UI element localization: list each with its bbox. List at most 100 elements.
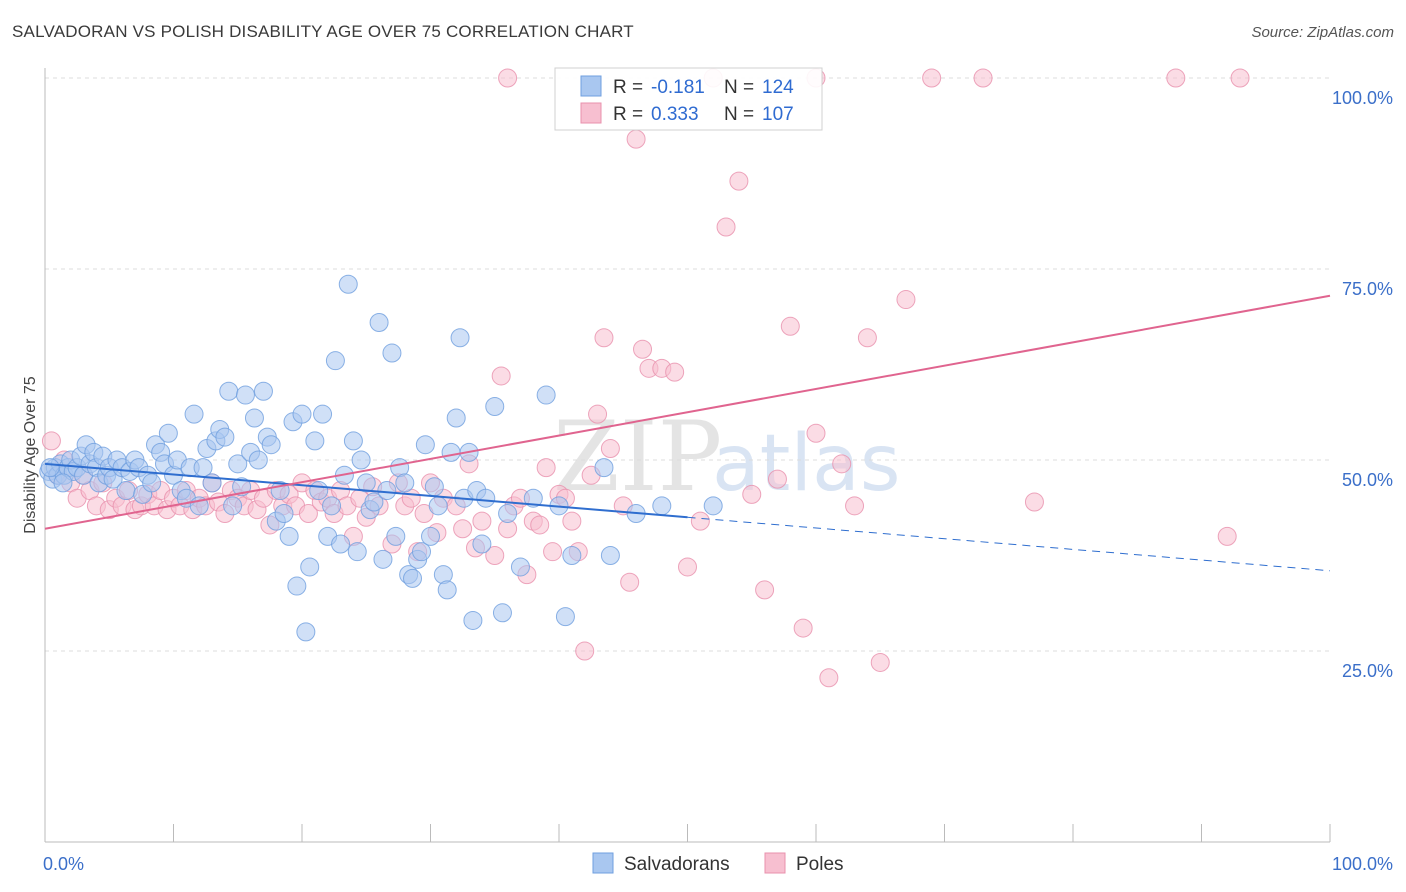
salvadorans-point bbox=[351, 450, 371, 470]
poles-point bbox=[600, 439, 620, 459]
poles-point bbox=[767, 469, 787, 489]
salvadorans-point bbox=[228, 454, 248, 474]
poles-point bbox=[780, 316, 800, 336]
salvadorans-point bbox=[223, 496, 243, 516]
poles-point bbox=[1230, 68, 1250, 88]
salvadorans-point bbox=[244, 408, 264, 428]
axes: 0.0% 100.0% bbox=[43, 68, 1393, 874]
x-tick-label: 100.0% bbox=[1332, 854, 1393, 874]
stat-n-value: 107 bbox=[762, 104, 794, 125]
poles-point bbox=[485, 546, 505, 565]
source-credit: Source: ZipAtlas.com bbox=[1251, 24, 1394, 41]
poles-point bbox=[973, 68, 993, 88]
y-tick-label: 25.0% bbox=[1342, 661, 1393, 681]
salvadorans-point bbox=[53, 473, 73, 493]
poles-point bbox=[530, 515, 550, 535]
poles-point bbox=[870, 652, 890, 672]
stat-r-value: 0.333 bbox=[651, 104, 699, 125]
stat-r-value: -0.181 bbox=[651, 77, 705, 98]
gridlines: 25.0% 50.0% 75.0% 100.0% bbox=[45, 77, 1393, 681]
poles-point bbox=[1166, 68, 1186, 88]
stat-r-label: R = bbox=[613, 77, 643, 98]
salvadorans-trend-line bbox=[44, 462, 688, 519]
poles-point bbox=[665, 362, 685, 382]
salvadorans-point bbox=[395, 473, 415, 493]
poles-point bbox=[729, 171, 749, 191]
salvadorans-legend-label: Salvadorans bbox=[624, 854, 730, 875]
poles-trend-line bbox=[44, 294, 1331, 530]
poles-point bbox=[690, 511, 710, 531]
salvadorans-point bbox=[235, 385, 255, 405]
salvadorans-point bbox=[600, 546, 620, 565]
poles-point bbox=[491, 366, 511, 386]
salvadorans-point bbox=[356, 473, 376, 493]
salvadorans-point bbox=[142, 473, 162, 493]
salvadorans-point bbox=[377, 481, 397, 501]
watermark-zip: ZIP bbox=[553, 401, 722, 513]
y-tick-label: 50.0% bbox=[1342, 470, 1393, 490]
poles-point bbox=[588, 404, 608, 424]
stat-n-label: N = bbox=[724, 77, 754, 98]
stats-legend: R = -0.181 N = 124 R = 0.333 N = 107 bbox=[554, 67, 823, 131]
poles-point bbox=[896, 290, 916, 310]
salvadorans-point bbox=[369, 312, 389, 332]
salvadorans-point bbox=[437, 580, 457, 600]
salvadorans-point bbox=[555, 607, 575, 627]
salvadorans-point bbox=[158, 423, 178, 443]
x-tick-label: 0.0% bbox=[43, 854, 84, 874]
chart-title: SALVADORAN VS POLISH DISABILITY AGE OVER… bbox=[12, 22, 634, 41]
poles-point bbox=[1024, 492, 1044, 512]
poles-point bbox=[575, 641, 595, 661]
salvadorans-point bbox=[116, 481, 136, 501]
salvadorans-point bbox=[523, 488, 543, 508]
salvadorans-point bbox=[424, 477, 444, 497]
poles-point bbox=[543, 542, 563, 562]
salvadorans-point bbox=[441, 442, 461, 462]
poles-point bbox=[857, 328, 877, 348]
poles-point bbox=[755, 580, 775, 600]
salvadorans-point bbox=[331, 534, 351, 554]
salvadorans-point bbox=[421, 526, 440, 546]
salvadorans-point bbox=[215, 427, 235, 447]
poles-point bbox=[472, 511, 492, 531]
poles-point bbox=[845, 496, 865, 516]
poles-swatch bbox=[580, 102, 602, 124]
poles-legend-swatch bbox=[764, 852, 786, 874]
salvadorans-point bbox=[292, 404, 312, 424]
poles-point bbox=[594, 328, 614, 348]
salvadorans-point bbox=[463, 610, 483, 630]
salvadorans-point bbox=[562, 546, 582, 565]
salvadorans-point bbox=[343, 431, 363, 451]
salvadorans-point bbox=[364, 492, 384, 512]
salvadorans-swatch bbox=[580, 75, 602, 97]
salvadorans-point bbox=[313, 404, 333, 424]
salvadorans-point bbox=[322, 496, 342, 516]
salvadorans-point bbox=[279, 526, 299, 546]
salvadorans-point bbox=[652, 496, 672, 516]
salvadorans-point bbox=[428, 496, 448, 516]
trend-lines bbox=[44, 294, 1331, 572]
poles-point bbox=[819, 668, 839, 688]
salvadorans-point bbox=[305, 431, 325, 451]
salvadorans-point bbox=[536, 385, 556, 405]
poles-point bbox=[626, 129, 646, 149]
poles-point bbox=[633, 339, 653, 359]
stat-n-value: 124 bbox=[762, 77, 794, 98]
salvadorans-point bbox=[219, 381, 239, 401]
salvadorans-point bbox=[412, 542, 432, 562]
salvadorans-point bbox=[472, 534, 492, 554]
salvadorans-point bbox=[703, 496, 723, 516]
poles-point bbox=[498, 68, 518, 88]
poles-point bbox=[742, 484, 762, 504]
poles-point bbox=[793, 618, 813, 638]
stat-r-label: R = bbox=[613, 104, 643, 125]
salvadorans-point bbox=[415, 435, 435, 455]
data-points bbox=[39, 68, 1250, 688]
salvadorans-point bbox=[325, 351, 345, 371]
poles-point bbox=[453, 519, 473, 539]
salvadorans-point bbox=[485, 397, 505, 417]
poles-point bbox=[806, 423, 826, 443]
y-tick-label: 75.0% bbox=[1342, 279, 1393, 299]
salvadorans-point bbox=[296, 622, 316, 642]
